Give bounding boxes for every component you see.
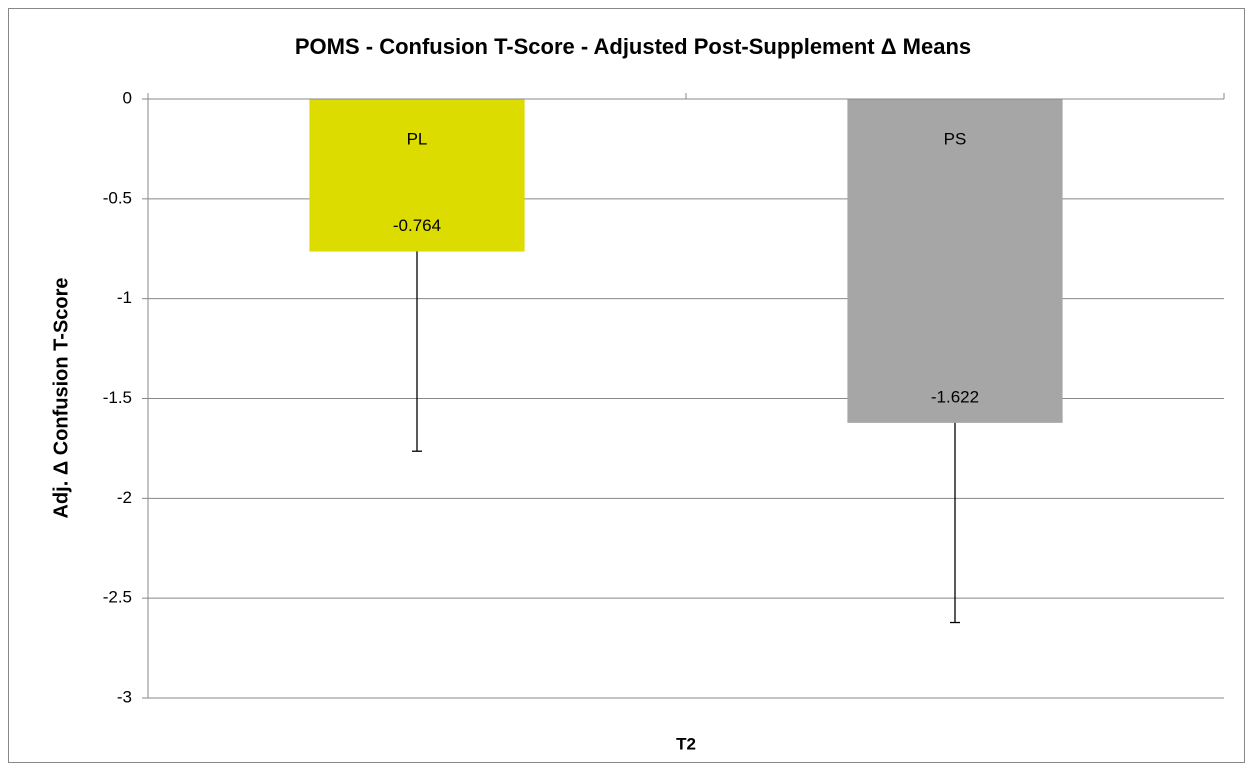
bar bbox=[847, 99, 1063, 423]
y-tick-label: -2.5 bbox=[103, 588, 132, 607]
value-label: -1.622 bbox=[931, 387, 979, 406]
x-tick-label: T2 bbox=[676, 734, 696, 753]
y-tick-label: -1 bbox=[117, 288, 132, 307]
y-tick-label: 0 bbox=[123, 88, 132, 107]
value-label: -0.764 bbox=[393, 216, 441, 235]
series-label: PS bbox=[944, 129, 967, 148]
y-tick-label: -1.5 bbox=[103, 388, 132, 407]
chart-title: POMS - Confusion T-Score - Adjusted Post… bbox=[295, 34, 971, 59]
y-tick-label: -2 bbox=[117, 488, 132, 507]
series-label: PL bbox=[407, 129, 428, 148]
y-tick-label: -0.5 bbox=[103, 188, 132, 207]
y-tick-label: -3 bbox=[117, 687, 132, 706]
bar bbox=[309, 99, 525, 252]
y-axis-title: Adj. Δ Confusion T-Score bbox=[50, 277, 72, 518]
